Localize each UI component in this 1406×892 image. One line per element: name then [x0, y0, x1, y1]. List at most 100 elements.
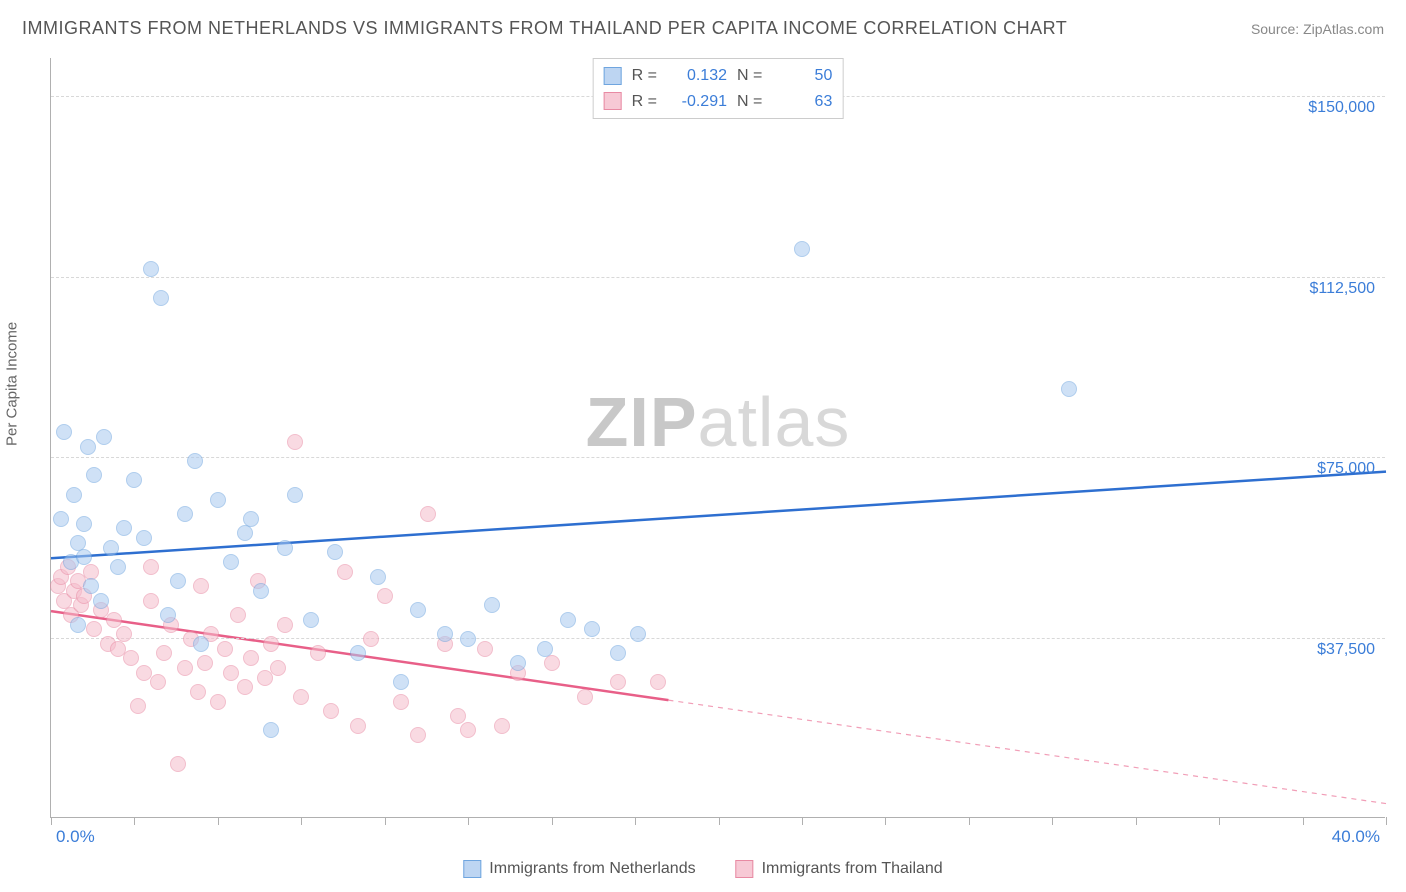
- data-point: [170, 756, 186, 772]
- data-point: [323, 703, 339, 719]
- data-point: [393, 694, 409, 710]
- data-point: [560, 612, 576, 628]
- data-point: [287, 487, 303, 503]
- data-point: [610, 645, 626, 661]
- data-point: [177, 660, 193, 676]
- data-point: [410, 727, 426, 743]
- data-point: [410, 602, 426, 618]
- data-point: [270, 660, 286, 676]
- data-point: [56, 424, 72, 440]
- data-point: [143, 559, 159, 575]
- x-tick: [719, 817, 720, 825]
- watermark: ZIPatlas: [586, 382, 851, 462]
- data-point: [584, 621, 600, 637]
- x-tick: [468, 817, 469, 825]
- y-axis-label: Per Capita Income: [4, 322, 21, 446]
- x-tick: [635, 817, 636, 825]
- data-point: [217, 641, 233, 657]
- x-tick: [802, 817, 803, 825]
- x-tick: [885, 817, 886, 825]
- y-tick-label: $75,000: [1317, 460, 1375, 478]
- x-tick: [1136, 817, 1137, 825]
- trend-lines: [51, 58, 1385, 817]
- data-point: [420, 506, 436, 522]
- data-point: [130, 698, 146, 714]
- legend-item-netherlands: Immigrants from Netherlands: [463, 860, 695, 878]
- gridline: [51, 457, 1385, 458]
- data-point: [477, 641, 493, 657]
- data-point: [630, 626, 646, 642]
- data-point: [170, 573, 186, 589]
- data-point: [143, 593, 159, 609]
- data-point: [377, 588, 393, 604]
- data-point: [187, 453, 203, 469]
- data-point: [76, 516, 92, 532]
- data-point: [610, 674, 626, 690]
- x-tick: [301, 817, 302, 825]
- data-point: [177, 506, 193, 522]
- x-tick: [1386, 817, 1387, 825]
- x-axis-end-label: 40.0%: [1332, 827, 1380, 847]
- x-tick: [1303, 817, 1304, 825]
- data-point: [193, 578, 209, 594]
- data-point: [237, 679, 253, 695]
- data-point: [197, 655, 213, 671]
- x-axis-start-label: 0.0%: [56, 827, 95, 847]
- n-label: N =: [737, 63, 762, 89]
- page-title: IMMIGRANTS FROM NETHERLANDS VS IMMIGRANT…: [22, 18, 1067, 39]
- data-point: [66, 487, 82, 503]
- data-point: [243, 650, 259, 666]
- data-point: [150, 674, 166, 690]
- y-tick-label: $37,500: [1317, 641, 1375, 659]
- data-point: [160, 607, 176, 623]
- data-point: [350, 645, 366, 661]
- data-point: [86, 467, 102, 483]
- data-point: [460, 722, 476, 738]
- x-tick: [218, 817, 219, 825]
- y-tick-label: $150,000: [1308, 99, 1375, 117]
- data-point: [116, 520, 132, 536]
- data-point: [293, 689, 309, 705]
- r-label: R =: [632, 89, 657, 115]
- data-point: [103, 540, 119, 556]
- x-tick: [134, 817, 135, 825]
- data-point: [123, 650, 139, 666]
- data-point: [83, 578, 99, 594]
- x-tick: [1219, 817, 1220, 825]
- data-point: [193, 636, 209, 652]
- data-point: [80, 439, 96, 455]
- legend-swatch-netherlands: [604, 67, 622, 85]
- gridline: [51, 277, 1385, 278]
- data-point: [93, 593, 109, 609]
- data-point: [230, 607, 246, 623]
- data-point: [76, 549, 92, 565]
- r-label: R =: [632, 63, 657, 89]
- data-point: [484, 597, 500, 613]
- data-point: [210, 492, 226, 508]
- data-point: [153, 290, 169, 306]
- x-tick: [1052, 817, 1053, 825]
- y-tick-label: $112,500: [1309, 280, 1375, 298]
- data-point: [794, 241, 810, 257]
- data-point: [393, 674, 409, 690]
- r-value-netherlands: 0.132: [667, 63, 727, 89]
- legend-row-thailand: R = -0.291 N = 63: [604, 89, 833, 115]
- data-point: [106, 612, 122, 628]
- data-point: [370, 569, 386, 585]
- data-point: [223, 554, 239, 570]
- data-point: [537, 641, 553, 657]
- data-point: [210, 694, 226, 710]
- data-point: [287, 434, 303, 450]
- data-point: [116, 626, 132, 642]
- legend-label-netherlands: Immigrants from Netherlands: [489, 860, 695, 878]
- data-point: [156, 645, 172, 661]
- data-point: [277, 540, 293, 556]
- source-label: Source: ZipAtlas.com: [1251, 21, 1384, 37]
- data-point: [53, 511, 69, 527]
- data-point: [190, 684, 206, 700]
- legend-swatch-netherlands: [463, 860, 481, 878]
- data-point: [350, 718, 366, 734]
- data-point: [126, 472, 142, 488]
- data-point: [70, 617, 86, 633]
- x-tick: [385, 817, 386, 825]
